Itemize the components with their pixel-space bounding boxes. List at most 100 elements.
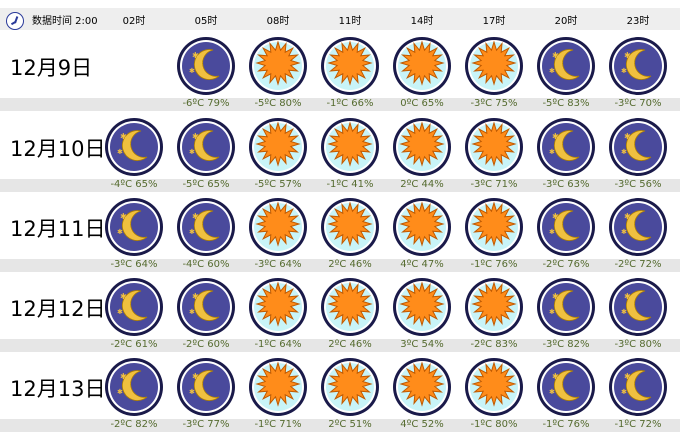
svg-text:✱: ✱ — [117, 228, 123, 236]
hour-label: 11时 — [338, 16, 362, 27]
moon-stars-icon: ✱ ✱ ✱ — [535, 276, 597, 338]
temp-humidity: -3ºC 75% — [470, 98, 518, 109]
svg-text:✱: ✱ — [557, 301, 563, 309]
temp-humidity: -2ºC 72% — [614, 259, 662, 270]
temp-humidity: -3ºC 82% — [542, 339, 590, 350]
temp-humidity: -2ºC 61% — [110, 339, 158, 350]
row-date: 12月11日 — [10, 217, 106, 241]
svg-text:✱: ✱ — [189, 228, 195, 236]
temp-humidity: -1ºC 71% — [254, 419, 302, 430]
svg-text:✱: ✱ — [549, 228, 555, 236]
svg-text:✱: ✱ — [629, 60, 635, 68]
moon-stars-icon: ✱ ✱ ✱ — [535, 35, 597, 97]
svg-text:✱: ✱ — [120, 292, 127, 301]
temp-humidity: 2ºC 46% — [328, 339, 372, 350]
sun-icon — [391, 35, 453, 97]
svg-text:✱: ✱ — [621, 308, 627, 316]
sun-icon — [463, 116, 525, 178]
moon-stars-icon: ✱ ✱ ✱ — [535, 356, 597, 418]
svg-text:✱: ✱ — [192, 51, 199, 60]
svg-text:✱: ✱ — [624, 132, 631, 141]
svg-text:✱: ✱ — [125, 381, 131, 389]
moon-stars-icon: ✱ ✱ ✱ — [535, 196, 597, 258]
row-band — [0, 339, 680, 352]
moon-stars-icon: ✱ ✱ ✱ — [607, 356, 669, 418]
temp-humidity: -5ºC 65% — [182, 179, 230, 190]
sun-icon — [391, 116, 453, 178]
moon-stars-icon: ✱ ✱ ✱ — [103, 196, 165, 258]
svg-text:✱: ✱ — [192, 372, 199, 381]
forecast-row: 12月11日 ✱ ✱ ✱ -3ºC 64% ✱ ✱ ✱ -4ºC 60% -3º… — [0, 188, 693, 272]
svg-text:✱: ✱ — [189, 67, 195, 75]
svg-text:✱: ✱ — [120, 212, 127, 221]
temp-humidity: -1ºC 66% — [326, 98, 374, 109]
forecast-header: 数据时间 2:00 02时 05时 08时 11时 14时 17时 20时 23时 — [0, 0, 693, 34]
moon-stars-icon: ✱ ✱ ✱ — [103, 356, 165, 418]
temp-humidity: -3ºC 64% — [110, 259, 158, 270]
svg-text:✱: ✱ — [192, 212, 199, 221]
hour-label: 08时 — [266, 16, 290, 27]
svg-text:✱: ✱ — [621, 148, 627, 156]
hour-label: 20时 — [554, 16, 578, 27]
temp-humidity: -5ºC 80% — [254, 98, 302, 109]
svg-text:✱: ✱ — [125, 301, 131, 309]
svg-text:✱: ✱ — [629, 141, 635, 149]
sun-icon — [319, 116, 381, 178]
row-band — [0, 98, 680, 111]
data-time-label: 数据时间 2:00 — [32, 16, 98, 27]
sun-icon — [247, 196, 309, 258]
svg-text:✱: ✱ — [197, 141, 203, 149]
temp-humidity: 4ºC 47% — [400, 259, 444, 270]
temp-humidity: 2ºC 44% — [400, 179, 444, 190]
svg-text:✱: ✱ — [549, 388, 555, 396]
hour-label: 14时 — [410, 16, 434, 27]
svg-text:✱: ✱ — [621, 67, 627, 75]
svg-text:✱: ✱ — [552, 212, 559, 221]
svg-text:✱: ✱ — [624, 212, 631, 221]
svg-text:✱: ✱ — [624, 372, 631, 381]
svg-text:✱: ✱ — [549, 148, 555, 156]
row-date: 12月12日 — [10, 297, 106, 321]
svg-text:✱: ✱ — [120, 372, 127, 381]
sun-icon — [247, 35, 309, 97]
sun-icon — [247, 356, 309, 418]
temp-humidity: -4ºC 60% — [182, 259, 230, 270]
svg-text:✱: ✱ — [549, 308, 555, 316]
svg-text:✱: ✱ — [557, 381, 563, 389]
sun-icon — [391, 356, 453, 418]
temp-humidity: -5ºC 83% — [542, 98, 590, 109]
temp-humidity: 3ºC 54% — [400, 339, 444, 350]
sun-icon — [463, 196, 525, 258]
moon-stars-icon: ✱ ✱ ✱ — [175, 356, 237, 418]
svg-text:✱: ✱ — [189, 308, 195, 316]
moon-stars-icon: ✱ ✱ ✱ — [175, 196, 237, 258]
row-date: 12月13日 — [10, 377, 106, 401]
forecast-row: 12月9日 ✱ ✱ ✱ -6ºC 79% -5ºC 80% -1ºC 66% 0… — [0, 27, 693, 111]
temp-humidity: -3ºC 80% — [614, 339, 662, 350]
sun-icon — [463, 276, 525, 338]
svg-text:✱: ✱ — [117, 388, 123, 396]
temp-humidity: -3ºC 70% — [614, 98, 662, 109]
moon-stars-icon: ✱ ✱ ✱ — [175, 116, 237, 178]
svg-text:✱: ✱ — [624, 51, 631, 60]
svg-text:✱: ✱ — [197, 381, 203, 389]
moon-stars-icon: ✱ ✱ ✱ — [607, 116, 669, 178]
svg-text:✱: ✱ — [552, 372, 559, 381]
sun-icon — [319, 196, 381, 258]
temp-humidity: -5ºC 57% — [254, 179, 302, 190]
sun-icon — [247, 276, 309, 338]
temp-humidity: -4ºC 65% — [110, 179, 158, 190]
svg-text:✱: ✱ — [197, 301, 203, 309]
moon-stars-icon: ✱ ✱ ✱ — [103, 116, 165, 178]
moon-stars-icon: ✱ ✱ ✱ — [535, 116, 597, 178]
hour-label: 05时 — [194, 16, 218, 27]
temp-humidity: -1ºC 41% — [326, 179, 374, 190]
svg-text:✱: ✱ — [629, 221, 635, 229]
svg-text:✱: ✱ — [557, 141, 563, 149]
temp-humidity: 2ºC 51% — [328, 419, 372, 430]
moon-stars-icon: ✱ ✱ ✱ — [607, 276, 669, 338]
moon-stars-icon: ✱ ✱ ✱ — [175, 35, 237, 97]
temp-humidity: -1ºC 76% — [542, 419, 590, 430]
temp-humidity: -2ºC 83% — [470, 339, 518, 350]
row-band — [0, 419, 680, 432]
